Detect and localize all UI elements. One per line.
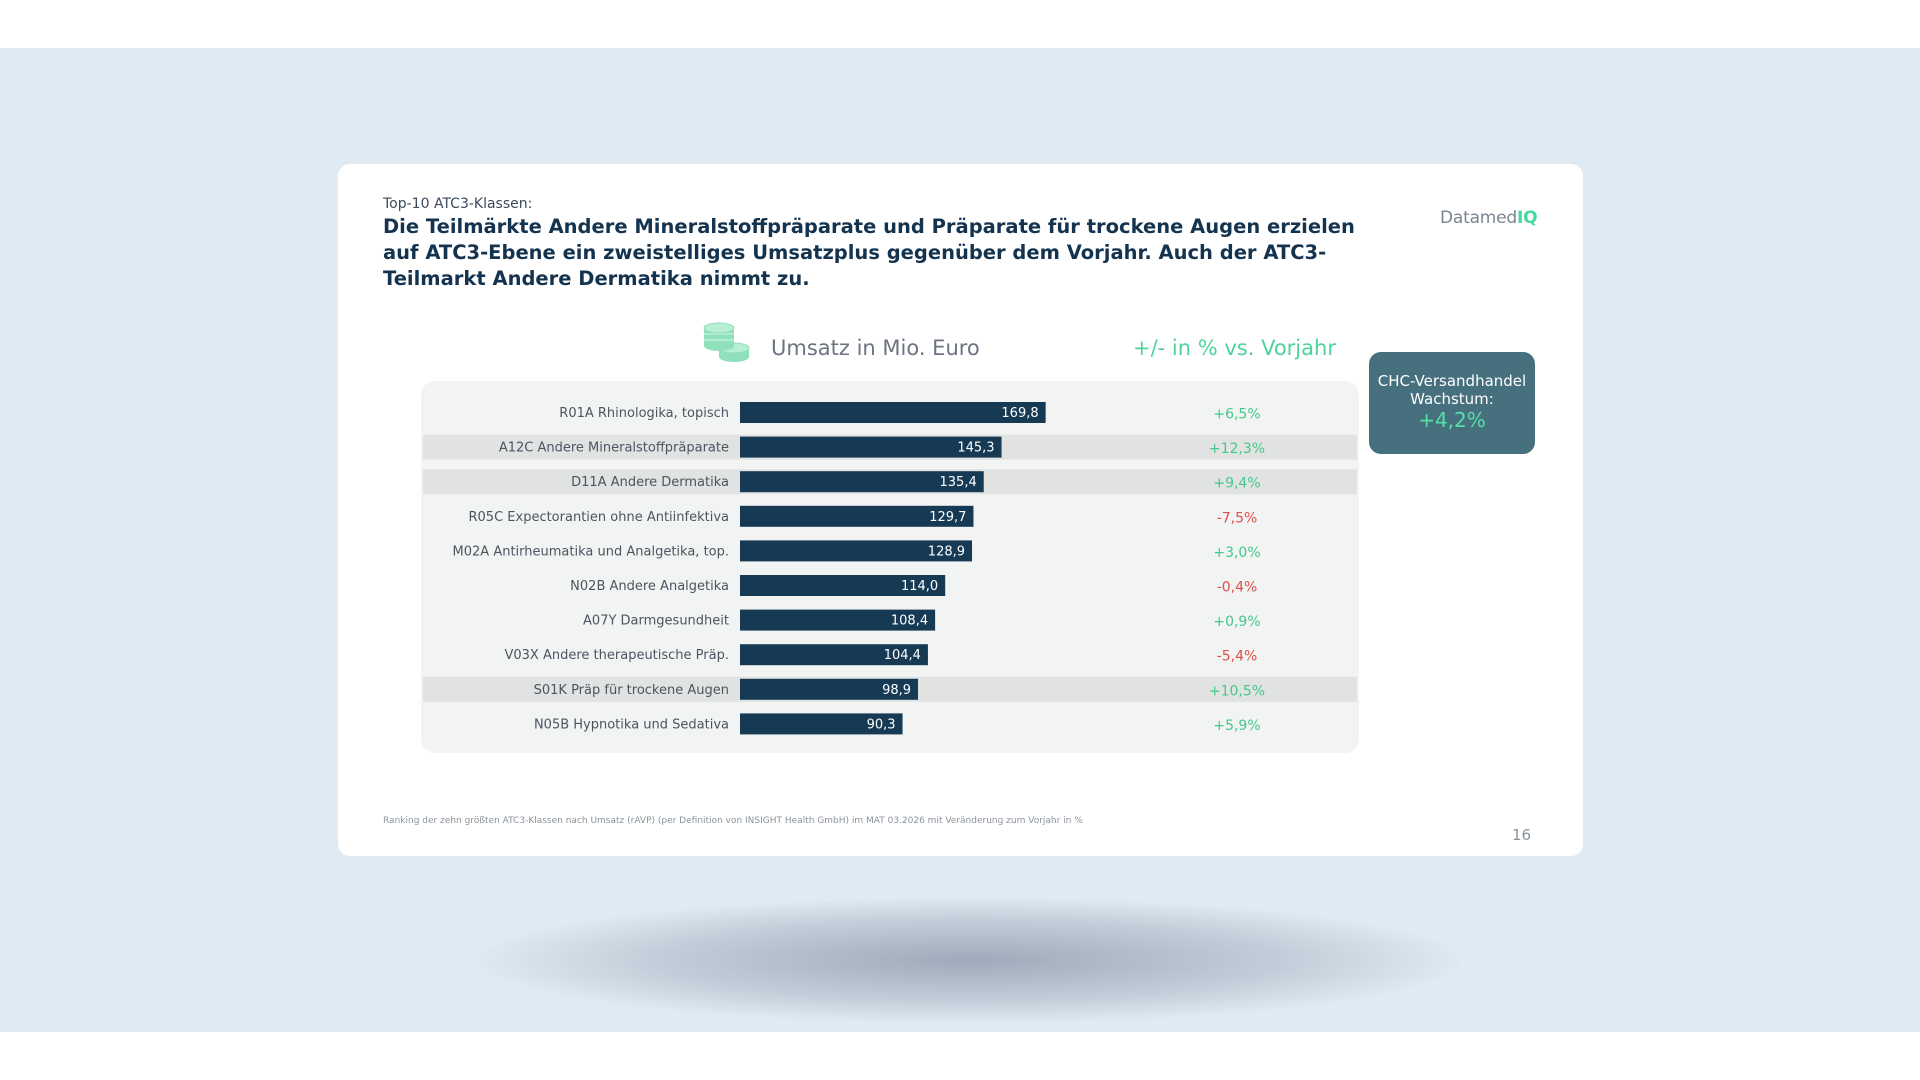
category-label: V03X Andere therapeutische Präp.: [505, 648, 730, 663]
slide: Top-10 ATC3-Klassen: Die Teilmärkte Ande…: [338, 164, 1583, 856]
bar: [740, 505, 974, 527]
footnote: Ranking der zehn größten ATC3-Klassen na…: [383, 816, 1083, 826]
category-label: R05C Expectorantien ohne Antiinfektiva: [469, 510, 730, 525]
bar-value-label: 108,4: [891, 614, 928, 629]
category-label: S01K Präp für trockene Augen: [534, 683, 729, 698]
category-label: N05B Hypnotika und Sedativa: [534, 717, 729, 732]
slide-headline: Die Teilmärkte Andere Mineralstoffpräpar…: [383, 215, 1355, 290]
bar-value-label: 98,9: [882, 683, 911, 698]
change-label: +9,4%: [1213, 476, 1260, 492]
change-label: +12,3%: [1209, 441, 1265, 457]
bar: [740, 471, 984, 493]
chart-panel: R01A Rhinologika, topisch 169,8 +6,5% A12C …: [421, 381, 1359, 753]
change-label: +3,0%: [1213, 545, 1260, 561]
bar-value-label: 169,8: [1001, 406, 1038, 421]
growth-badge: CHC-Versandhandel Wachstum: +4,2%: [1369, 352, 1535, 454]
change-label: +6,5%: [1213, 407, 1260, 423]
slide-shadow: [480, 898, 1460, 1023]
bar-value-label: 135,4: [940, 475, 977, 490]
bar-value-label: 104,4: [884, 648, 921, 663]
change-label: -5,4%: [1217, 649, 1258, 665]
bar: [740, 678, 919, 700]
bar: [740, 540, 973, 562]
column-header-revenue: Umsatz in Mio. Euro: [771, 336, 980, 360]
bar-value-label: 145,3: [957, 441, 994, 456]
bar: [740, 644, 928, 666]
change-label: +10,5%: [1209, 683, 1265, 699]
bar: [740, 575, 946, 596]
bar-chart: R01A Rhinologika, topisch 169,8 +6,5% A12C …: [423, 402, 1357, 735]
category-label: R01A Rhinologika, topisch: [559, 406, 729, 421]
category-label: A07Y Darmgesundheit: [583, 614, 729, 629]
change-label: -0,4%: [1217, 580, 1258, 596]
bar: [740, 436, 1002, 458]
change-label: +0,9%: [1213, 614, 1260, 630]
bar: [740, 609, 936, 631]
change-label: -7,5%: [1217, 510, 1258, 526]
badge-line1: CHC-Versandhandel: [1377, 372, 1527, 390]
slide-kicker: Top-10 ATC3-Klassen:: [383, 196, 533, 212]
bar-value-label: 129,7: [929, 510, 966, 525]
bar-value-label: 90,3: [867, 717, 896, 732]
category-label: N02B Andere Analgetika: [570, 579, 729, 594]
change-label: +5,9%: [1213, 718, 1260, 734]
bar: [740, 713, 903, 735]
category-label: A12C Andere Mineralstoffpräparate: [499, 441, 729, 456]
category-label: D11A Andere Dermatika: [571, 475, 729, 490]
bar: [740, 402, 1046, 423]
logo-accent: IQ: [1517, 208, 1538, 228]
bar-value-label: 114,0: [901, 579, 938, 594]
badge-line2: Wachstum:: [1410, 390, 1494, 408]
bar-value-label: 128,9: [928, 544, 965, 559]
page-number: 16: [1512, 826, 1532, 844]
presentation-stage: Top-10 ATC3-Klassen: Die Teilmärkte Ande…: [0, 48, 1920, 1032]
category-label: M02A Antirheumatika und Analgetika, top.: [453, 544, 729, 559]
datamediq-logo: DatamedIQ: [1440, 208, 1538, 228]
column-header-change: +/- in % vs. Vorjahr: [1133, 336, 1336, 360]
coins-icon: [703, 322, 750, 362]
badge-value: +4,2%: [1418, 408, 1486, 432]
logo-text: Datamed: [1440, 208, 1518, 228]
